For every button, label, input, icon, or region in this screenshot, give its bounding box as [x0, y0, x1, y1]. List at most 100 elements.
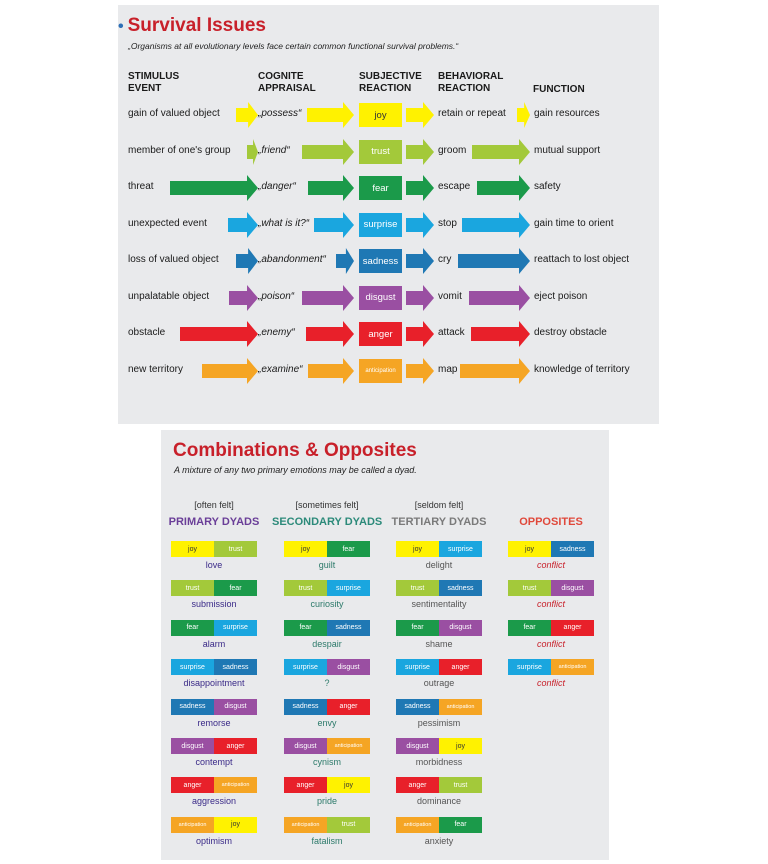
- dyad-item: surprise sadness disappointment: [171, 659, 257, 688]
- emotion-chip: anticipation: [551, 659, 594, 676]
- dyad-item: fear disgust shame: [396, 619, 482, 649]
- emotion-chip: surprise: [171, 659, 214, 676]
- header-behavioral: BEHAVIORAL REACTION: [438, 71, 504, 94]
- dyad-item: trust fear submission: [171, 580, 257, 609]
- arrow-icon: [228, 211, 258, 238]
- arrow-icon: [406, 138, 434, 165]
- column-header: [often felt] PRIMARY DYADS: [159, 500, 269, 528]
- dyad-item: trust surprise curiosity: [284, 580, 370, 609]
- emotion-chip: fear: [439, 816, 482, 833]
- header-subjective: SUBJECTIVE REACTION: [359, 71, 422, 94]
- reaction-box: joy: [359, 103, 402, 127]
- emotion-chip: anger: [439, 659, 482, 676]
- column-title: TERTIARY DYADS: [391, 516, 487, 528]
- dyad-item: joy fear guilt: [284, 541, 370, 570]
- function-text: knowledge of territory: [534, 363, 630, 375]
- frequency-label: [496, 500, 606, 512]
- arrow-icon: [471, 321, 530, 347]
- emotion-chip: sadness: [171, 698, 214, 715]
- emotion-pair: anger trust: [396, 777, 482, 794]
- dyad-item: anticipation trust fatalism: [284, 816, 370, 846]
- dyad-item: anger trust dominance: [396, 777, 482, 806]
- behavior-text: groom: [438, 144, 467, 156]
- function-text: gain resources: [534, 108, 600, 119]
- emotion-pair: sadness anticipation: [396, 698, 482, 715]
- function-text: reattach to lost object: [534, 254, 630, 265]
- dyad-label: aggression: [191, 796, 237, 807]
- survival-subtitle: „Organisms at all evolutionary levels fa…: [128, 41, 459, 51]
- header-stimulus: STIMULUS EVENT: [128, 71, 180, 94]
- dyad-item: disgust joy morbidness: [396, 738, 482, 767]
- dyad-label: fatalism: [311, 835, 343, 846]
- arrow-icon: [406, 211, 434, 238]
- emotion-chip: trust: [327, 816, 370, 833]
- emotion-chip: surprise: [439, 541, 482, 557]
- dyad-item: joy sadness conflict: [508, 541, 594, 570]
- emotion-chip: sadness: [396, 698, 439, 715]
- dyad-item: joy surprise delight: [396, 541, 482, 570]
- emotion-pair: surprise anticipation: [508, 659, 594, 676]
- emotion-chip: trust: [439, 777, 482, 794]
- column-title: PRIMARY DYADS: [168, 516, 260, 528]
- column-header: OPPOSITES: [496, 500, 606, 528]
- dyad-label: submission: [191, 599, 237, 610]
- emotion-chip: surprise: [214, 619, 257, 636]
- emotion-pair: trust disgust: [508, 580, 594, 597]
- emotion-chip: joy: [508, 541, 551, 557]
- emotion-chip: disgust: [284, 738, 327, 754]
- survival-issues-panel: • Survival Issues „Organisms at all evolu…: [118, 5, 659, 424]
- emotion-chip: anticipation: [284, 816, 327, 833]
- emotion-chip: anger: [171, 777, 214, 794]
- arrow-icon: [302, 138, 354, 165]
- emotion-pair: fear surprise: [171, 619, 257, 636]
- dyad-label: ?: [324, 678, 330, 689]
- survival-title-text: Survival Issues: [127, 15, 266, 36]
- dyad-item: disgust anger contempt: [171, 738, 257, 767]
- reaction-box: surprise: [359, 212, 402, 237]
- emotion-chip: fear: [396, 619, 439, 636]
- dyad-item: surprise anger outrage: [396, 659, 482, 688]
- dyad-label: envy: [317, 717, 337, 728]
- function-text: safety: [534, 181, 561, 192]
- function-text: mutual support: [534, 144, 601, 156]
- survival-title: • Survival Issues: [118, 15, 266, 37]
- dyad-label: conflict: [536, 560, 565, 570]
- emotion-pair: joy surprise: [396, 541, 482, 557]
- emotion-chip: joy: [327, 777, 370, 794]
- emotion-chip: surprise: [327, 580, 370, 597]
- appraisal-text: „possess“: [258, 108, 302, 119]
- appraisal-text: „examine“: [258, 363, 303, 375]
- appraisal-text: „abandonment“: [258, 254, 326, 265]
- function-text: gain time to orient: [534, 217, 614, 229]
- emotion-chip: surprise: [396, 659, 439, 676]
- arrow-icon: [469, 284, 530, 311]
- arrow-icon: [307, 102, 354, 128]
- emotion-pair: trust surprise: [284, 580, 370, 597]
- column-title: OPPOSITES: [519, 516, 583, 528]
- arrow-icon: [229, 284, 258, 311]
- behavior-text: cry: [438, 254, 452, 265]
- dyad-label: cynism: [312, 757, 341, 767]
- emotion-pair: anticipation fear: [396, 816, 482, 833]
- emotion-pair: fear sadness: [284, 619, 370, 636]
- emotion-chip: joy: [214, 816, 257, 833]
- arrow-icon: [336, 248, 354, 274]
- reaction-box: anticipation: [359, 358, 402, 383]
- function-text: destroy obstacle: [534, 327, 607, 338]
- emotion-pair: sadness anger: [284, 698, 370, 715]
- emotion-pair: fear disgust: [396, 619, 482, 636]
- emotion-pair: anger joy: [284, 777, 370, 794]
- column-header: [sometimes felt] SECONDARY DYADS: [272, 500, 382, 528]
- emotion-chip: fear: [327, 541, 370, 557]
- frequency-label: [sometimes felt]: [295, 500, 359, 510]
- dyad-label: morbidness: [415, 757, 463, 767]
- emotion-pair: sadness disgust: [171, 698, 257, 715]
- dyad-item: fear anger conflict: [508, 619, 594, 649]
- behavior-text: attack: [438, 327, 465, 338]
- arrow-icon: [406, 357, 434, 384]
- stimulus-text: gain of valued object: [128, 108, 220, 119]
- emotion-chip: disgust: [214, 698, 257, 715]
- stimulus-text: obstacle: [128, 327, 166, 338]
- dyad-item: sadness anger envy: [284, 698, 370, 728]
- behavior-text: stop: [438, 217, 457, 229]
